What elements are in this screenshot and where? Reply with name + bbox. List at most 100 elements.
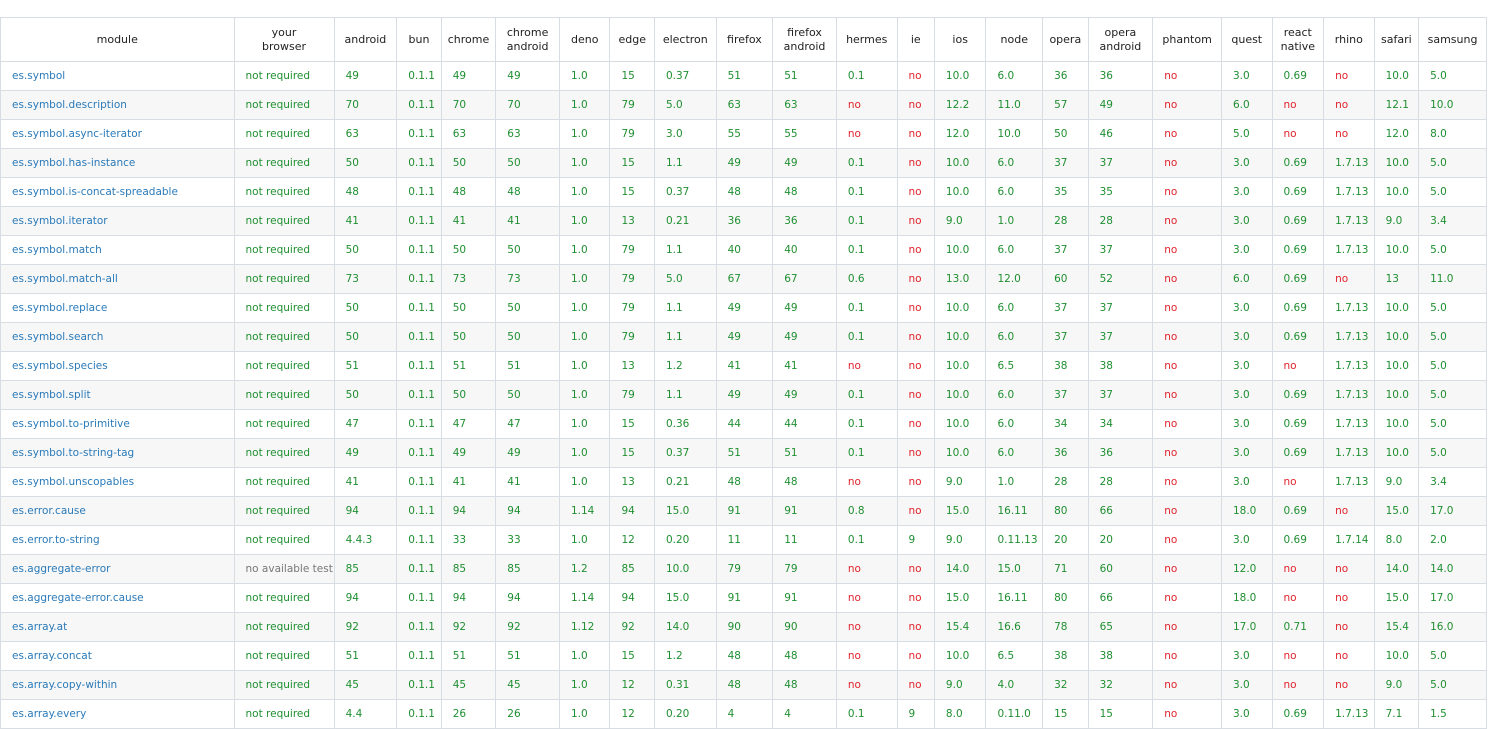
module-link[interactable]: es.symbol.to-string-tag bbox=[0, 438, 235, 468]
version-cell: 36 bbox=[1042, 61, 1089, 91]
version-cell: no bbox=[1152, 467, 1222, 497]
module-link[interactable]: es.symbol.description bbox=[0, 90, 235, 120]
version-cell: 49 bbox=[333, 61, 398, 91]
column-header-module: module bbox=[0, 17, 235, 62]
version-cell: 0.1.1 bbox=[396, 264, 442, 294]
version-cell: no bbox=[1152, 119, 1222, 149]
version-cell: 0.1 bbox=[835, 61, 898, 91]
version-cell: 94 bbox=[609, 583, 655, 613]
version-cell: 47 bbox=[333, 409, 398, 439]
version-cell: no bbox=[835, 554, 898, 584]
version-cell: 0.69 bbox=[1271, 525, 1325, 555]
version-cell: 1.7.13 bbox=[1323, 699, 1375, 729]
module-link[interactable]: es.array.at bbox=[0, 612, 235, 642]
version-cell: no bbox=[835, 467, 898, 497]
version-cell: 5.0 bbox=[653, 264, 717, 294]
version-cell: 45 bbox=[495, 670, 560, 700]
version-cell: 5.0 bbox=[653, 90, 717, 120]
your-browser-cell: not required bbox=[233, 699, 335, 729]
version-cell: 15.4 bbox=[933, 612, 987, 642]
module-link[interactable]: es.error.to-string bbox=[0, 525, 235, 555]
version-cell: 0.1.1 bbox=[396, 351, 442, 381]
module-link[interactable]: es.symbol.search bbox=[0, 322, 235, 352]
version-cell: 10.0 bbox=[933, 148, 987, 178]
version-cell: 15.0 bbox=[933, 583, 987, 613]
version-cell: 12 bbox=[609, 670, 655, 700]
version-cell: no bbox=[896, 351, 935, 381]
version-cell: no bbox=[896, 206, 935, 236]
column-header-firefox: firefox bbox=[715, 17, 774, 62]
module-link[interactable]: es.symbol.unscopables bbox=[0, 467, 235, 497]
version-cell: 6.5 bbox=[985, 641, 1044, 671]
module-link[interactable]: es.symbol bbox=[0, 61, 235, 91]
version-cell: 79 bbox=[609, 119, 655, 149]
column-header-label: rhino bbox=[1334, 32, 1363, 46]
module-link[interactable]: es.array.every bbox=[0, 699, 235, 729]
version-cell: 49 bbox=[772, 380, 837, 410]
version-cell: 33 bbox=[495, 525, 560, 555]
version-cell: 13 bbox=[609, 351, 655, 381]
module-link[interactable]: es.symbol.iterator bbox=[0, 206, 235, 236]
module-link[interactable]: es.symbol.replace bbox=[0, 293, 235, 323]
version-cell: 37 bbox=[1042, 322, 1089, 352]
version-cell: 1.2 bbox=[653, 641, 717, 671]
your-browser-cell: not required bbox=[233, 409, 335, 439]
version-cell: 8.0 bbox=[1418, 119, 1487, 149]
version-cell: 92 bbox=[609, 612, 655, 642]
table-row: es.array.at not required 92 0.1.1 92 92 1.12 92… bbox=[0, 612, 1487, 642]
version-cell: no bbox=[1323, 554, 1375, 584]
version-cell: 49 bbox=[772, 148, 837, 178]
version-cell: 90 bbox=[772, 612, 837, 642]
table-row: es.symbol.iterator not required 41 0.1.1 41 4… bbox=[0, 206, 1487, 236]
module-link[interactable]: es.symbol.is-concat-spreadable bbox=[0, 177, 235, 207]
module-link[interactable]: es.array.copy-within bbox=[0, 670, 235, 700]
version-cell: 0.1.1 bbox=[396, 641, 442, 671]
module-link[interactable]: es.symbol.split bbox=[0, 380, 235, 410]
version-cell: 16.0 bbox=[1418, 612, 1487, 642]
version-cell: 15 bbox=[609, 61, 655, 91]
version-cell: 0.1 bbox=[835, 322, 898, 352]
version-cell: 20 bbox=[1042, 525, 1089, 555]
column-header-your-browser: your browser bbox=[233, 17, 335, 62]
version-cell: no bbox=[1152, 380, 1222, 410]
version-cell: no bbox=[835, 119, 898, 149]
version-cell: 3.0 bbox=[1220, 148, 1273, 178]
version-cell: 11 bbox=[772, 525, 837, 555]
module-link[interactable]: es.aggregate-error bbox=[0, 554, 235, 584]
version-cell: 12.2 bbox=[933, 90, 987, 120]
version-cell: no bbox=[896, 670, 935, 700]
version-cell: no bbox=[1271, 670, 1325, 700]
column-header-label: deno bbox=[570, 32, 599, 46]
module-link[interactable]: es.symbol.async-iterator bbox=[0, 119, 235, 149]
module-link[interactable]: es.symbol.species bbox=[0, 351, 235, 381]
module-link[interactable]: es.aggregate-error.cause bbox=[0, 583, 235, 613]
version-cell: 10.0 bbox=[985, 119, 1044, 149]
version-cell: 1.1 bbox=[653, 322, 717, 352]
version-cell: 51 bbox=[715, 438, 774, 468]
version-cell: 0.69 bbox=[1271, 409, 1325, 439]
version-cell: 3.0 bbox=[1220, 670, 1273, 700]
module-link[interactable]: es.error.cause bbox=[0, 496, 235, 526]
version-cell: 10.0 bbox=[933, 235, 987, 265]
version-cell: no bbox=[1271, 119, 1325, 149]
module-link[interactable]: es.symbol.to-primitive bbox=[0, 409, 235, 439]
table-row: es.error.cause not required 94 0.1.1 94 94 1.1… bbox=[0, 496, 1487, 526]
version-cell: 91 bbox=[772, 583, 837, 613]
module-link[interactable]: es.symbol.match-all bbox=[0, 264, 235, 294]
version-cell: 28 bbox=[1042, 206, 1089, 236]
column-header-phantom: phantom bbox=[1152, 17, 1222, 62]
module-link[interactable]: es.array.concat bbox=[0, 641, 235, 671]
version-cell: 0.1 bbox=[835, 699, 898, 729]
table-row: es.symbol.unscopables not required 41 0.1.1… bbox=[0, 467, 1487, 497]
version-cell: 0.1.1 bbox=[396, 90, 442, 120]
version-cell: 1.0 bbox=[558, 409, 611, 439]
version-cell: 0.1.1 bbox=[396, 583, 442, 613]
version-cell: 1.7.13 bbox=[1323, 409, 1375, 439]
version-cell: 51 bbox=[495, 351, 560, 381]
column-header-label: ios bbox=[952, 32, 968, 46]
version-cell: 20 bbox=[1087, 525, 1154, 555]
version-cell: 0.1.1 bbox=[396, 206, 442, 236]
module-link[interactable]: es.symbol.has-instance bbox=[0, 148, 235, 178]
module-link[interactable]: es.symbol.match bbox=[0, 235, 235, 265]
version-cell: 15.0 bbox=[653, 583, 717, 613]
